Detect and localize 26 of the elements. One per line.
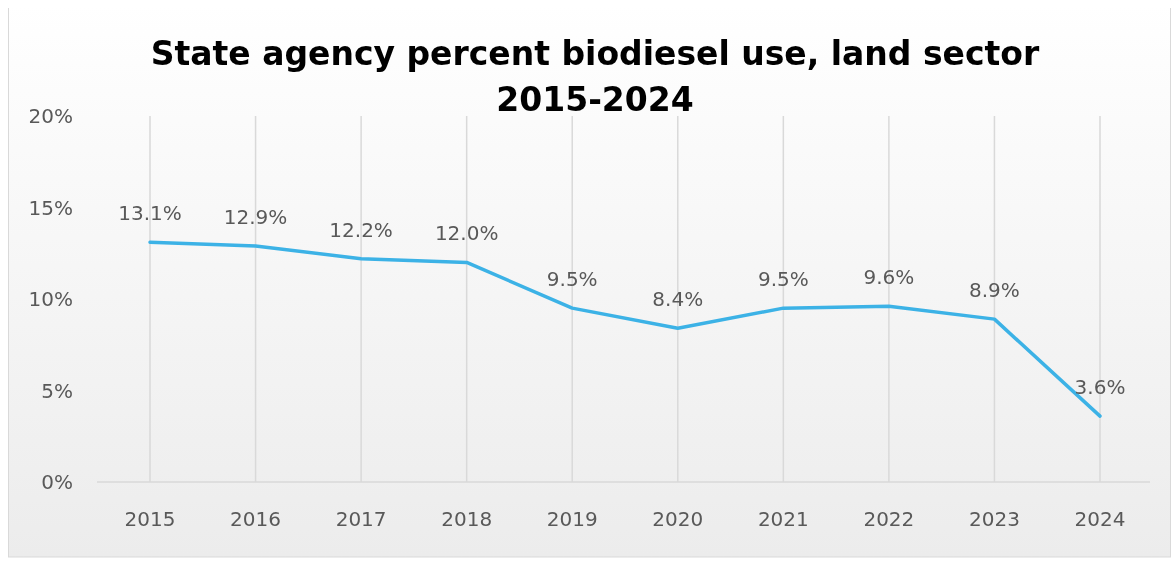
x-tick-label: 2021 [757, 507, 809, 531]
x-tick-label: 2018 [441, 507, 493, 531]
data-label: 9.5% [757, 267, 809, 292]
x-tick-label: 2022 [863, 507, 915, 531]
y-tick-label: 15% [28, 195, 73, 220]
data-label: 8.4% [652, 287, 704, 312]
data-label: 12.2% [329, 217, 393, 242]
data-label: 9.5% [546, 267, 598, 292]
x-tick-label: 2023 [968, 507, 1020, 531]
x-tick-label: 2016 [230, 507, 282, 531]
y-tick-label: 10% [28, 287, 73, 311]
y-tick-label: 0% [41, 470, 73, 494]
chart-title: State agency percent biodiesel use, land sector 2015-2024 [150, 34, 1040, 119]
data-label: 3.6% [1074, 375, 1126, 400]
data-label: 9.6% [863, 265, 915, 290]
data-label: 12.9% [223, 204, 288, 229]
y-tick-label: 20% [28, 104, 73, 128]
x-tick-label: 2020 [652, 507, 704, 531]
data-label: 12.0% [434, 221, 499, 246]
x-tick-label: 2015 [124, 507, 176, 531]
x-tick-label: 2024 [1074, 507, 1126, 531]
x-tick-label: 2019 [546, 507, 598, 531]
data-label: 8.9% [969, 278, 1020, 303]
x-tick-label: 2017 [335, 507, 387, 531]
data-label: 13.1% [118, 201, 182, 226]
y-tick-label: 5% [41, 378, 73, 403]
